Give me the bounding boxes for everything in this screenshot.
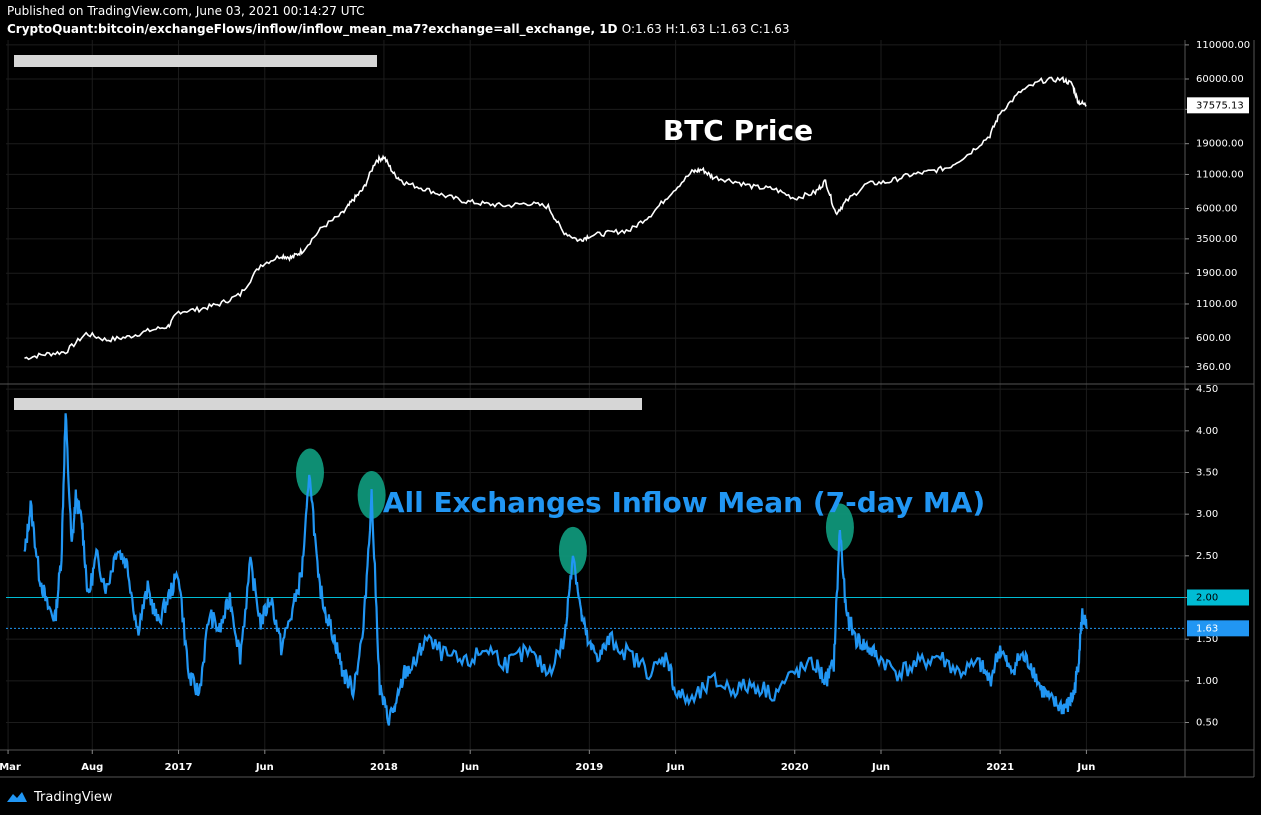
- inflow-tick-label-8: 0.50: [1196, 718, 1218, 729]
- pane-frames: [0, 40, 1255, 778]
- price-y-axis[interactable]: 110000.0060000.0035000.0019000.0011000.0…: [1185, 40, 1250, 373]
- inflow-mean-line: [23, 413, 1088, 726]
- price-tick-label-9: 600.00: [1196, 333, 1231, 344]
- inflow-tick-label-0: 4.50: [1196, 384, 1218, 395]
- time-tick-label-6: 2019: [575, 762, 603, 773]
- inflow-tick-label-1: 4.00: [1196, 426, 1218, 437]
- price-last-badge-label: 37575.13: [1196, 100, 1244, 111]
- time-tick-label-11: Jun: [1076, 762, 1095, 773]
- price-tick-label-8: 1100.00: [1196, 299, 1237, 310]
- symbol-name: CryptoQuant:bitcoin/exchangeFlows/inflow…: [7, 22, 618, 36]
- time-tick-label-4: 2018: [370, 762, 398, 773]
- time-tick-label-3: Jun: [255, 762, 274, 773]
- redacted-bar-top: [14, 55, 377, 67]
- time-tick-label-0: Mar: [0, 762, 21, 773]
- inflow-tick-label-6: 1.50: [1196, 634, 1218, 645]
- value-badges: 37575.13 2.00 1.63: [1187, 97, 1249, 637]
- redacted-bar-bottom: [14, 398, 642, 410]
- footer-brand: TradingView: [34, 789, 113, 805]
- level-badge-box: [1187, 589, 1249, 606]
- ohlc-values: O:1.63 H:1.63 L:1.63 C:1.63: [621, 22, 790, 36]
- grid-lines: [6, 40, 1185, 750]
- footer: TradingView: [6, 787, 113, 807]
- level-badge-label: 2.00: [1196, 593, 1218, 604]
- btc-price-line: [24, 75, 1087, 361]
- tradingview-logo-icon: [7, 792, 27, 802]
- price-tick-label-5: 6000.00: [1196, 204, 1237, 215]
- price-tick-label-10: 360.00: [1196, 362, 1231, 373]
- symbol-line: CryptoQuant:bitcoin/exchangeFlows/inflow…: [7, 22, 790, 36]
- inflow-tick-label-4: 2.50: [1196, 551, 1218, 562]
- inflow-tick-label-7: 1.00: [1196, 676, 1218, 687]
- price-tick-label-3: 19000.00: [1196, 139, 1244, 150]
- price-tick-label-4: 11000.00: [1196, 169, 1244, 180]
- price-title: BTC Price: [663, 114, 813, 147]
- inflow-last-badge-label: 1.63: [1196, 623, 1218, 634]
- price-tick-label-6: 3500.00: [1196, 234, 1237, 245]
- peak-highlight-2: [558, 526, 587, 575]
- time-tick-label-7: Jun: [666, 762, 685, 773]
- price-tick-label-0: 110000.00: [1196, 40, 1250, 51]
- peak-highlight-0: [295, 448, 324, 497]
- time-tick-label-10: 2021: [986, 762, 1014, 773]
- inflow-tick-label-3: 3.00: [1196, 509, 1218, 520]
- time-tick-label-8: 2020: [781, 762, 809, 773]
- published-info: Published on TradingView.com, June 03, 2…: [7, 4, 365, 18]
- price-tick-label-7: 1900.00: [1196, 268, 1237, 279]
- price-tick-label-1: 60000.00: [1196, 74, 1244, 85]
- peak-highlights: [295, 448, 854, 575]
- inflow-y-axis[interactable]: 4.50 4.00 3.50 3.00 2.50 2.00 1.50 1.00 0.50: [1185, 384, 1218, 729]
- inflow-title: All Exchanges Inflow Mean (7-day MA): [383, 486, 985, 519]
- inflow-last-badge-box: [1187, 620, 1249, 637]
- price-last-badge-box: [1187, 97, 1249, 114]
- peak-highlight-3: [825, 503, 854, 552]
- time-tick-label-9: Jun: [871, 762, 890, 773]
- time-x-axis[interactable]: Mar Aug 2017 Jun 2018 Jun 2019 Jun 2020 Jun 2021 Ju…: [0, 750, 1095, 773]
- time-tick-label-1: Aug: [81, 762, 103, 773]
- time-tick-label-5: Jun: [460, 762, 479, 773]
- time-tick-label-2: 2017: [165, 762, 193, 773]
- inflow-tick-label-2: 3.50: [1196, 468, 1218, 479]
